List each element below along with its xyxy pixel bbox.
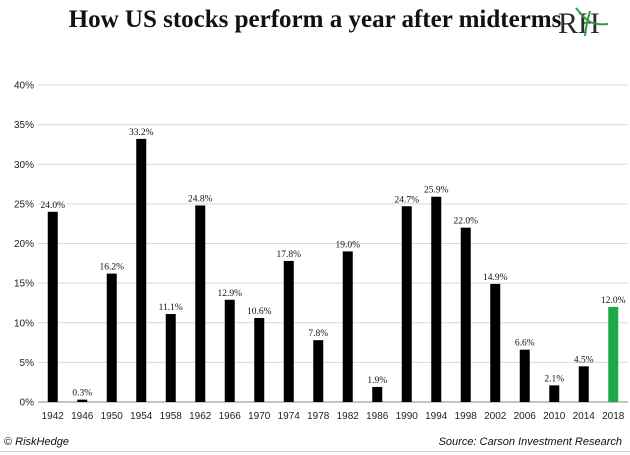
bar-1950 bbox=[106, 273, 117, 402]
bar-1982 bbox=[342, 251, 353, 402]
bar-1978 bbox=[313, 340, 324, 402]
x-tick-label: 1942 bbox=[42, 411, 65, 422]
x-tick-label: 1958 bbox=[160, 411, 183, 422]
data-label-1978: 7.8% bbox=[308, 329, 328, 339]
x-tick-label: 2018 bbox=[602, 411, 625, 422]
bar-2018 bbox=[608, 306, 619, 402]
data-label-1942: 24.0% bbox=[40, 201, 65, 211]
data-label-1974: 17.8% bbox=[276, 250, 301, 260]
x-tick-label: 2014 bbox=[573, 411, 596, 422]
gridlines bbox=[38, 84, 628, 403]
bar-1990 bbox=[401, 206, 412, 402]
x-tick-label: 1970 bbox=[248, 411, 271, 422]
data-label-1946: 0.3% bbox=[72, 389, 92, 399]
data-label-1990: 24.7% bbox=[394, 195, 419, 205]
y-tick-label: 15% bbox=[14, 279, 34, 290]
x-tick-label: 1990 bbox=[396, 411, 419, 422]
bars bbox=[47, 138, 619, 402]
source-note: Source: Carson Investment Research bbox=[438, 436, 622, 448]
x-tick-label: 1998 bbox=[455, 411, 478, 422]
bar-1986 bbox=[372, 386, 383, 402]
data-label-2010: 2.1% bbox=[544, 374, 564, 384]
riskhedge-logo: RH bbox=[558, 7, 609, 40]
x-tick-label: 1946 bbox=[71, 411, 94, 422]
bar-1958 bbox=[165, 314, 176, 402]
x-tick-label: 1954 bbox=[130, 411, 153, 422]
x-tick-label: 1950 bbox=[101, 411, 124, 422]
bar-2010 bbox=[549, 385, 560, 402]
copyright-symbol: © bbox=[4, 436, 13, 448]
x-tick-label: 2010 bbox=[543, 411, 566, 422]
y-tick-label: 25% bbox=[14, 199, 34, 210]
bar-1962 bbox=[195, 205, 206, 402]
data-label-1954: 33.2% bbox=[129, 128, 154, 138]
data-label-1970: 10.6% bbox=[247, 307, 272, 317]
x-tick-label: 1966 bbox=[219, 411, 242, 422]
data-label-1998: 22.0% bbox=[453, 217, 478, 227]
x-tick-label: 2006 bbox=[514, 411, 537, 422]
bar-1994 bbox=[431, 196, 442, 402]
x-tick-label: 1978 bbox=[307, 411, 330, 422]
bar-1942 bbox=[47, 211, 58, 402]
bar-1970 bbox=[254, 317, 265, 402]
data-label-1966: 12.9% bbox=[217, 289, 242, 299]
data-label-1994: 25.9% bbox=[424, 186, 449, 196]
y-tick-label: 0% bbox=[20, 398, 35, 409]
footer-divider bbox=[0, 451, 630, 452]
y-tick-label: 40% bbox=[14, 81, 34, 92]
x-tick-label: 1986 bbox=[366, 411, 389, 422]
data-labels: 24.0% 0.3% 16.2% 33.2% 11.1% 24.8% 12.9% 10.6% 1… bbox=[40, 128, 625, 399]
bar-2014 bbox=[578, 366, 589, 402]
y-tick-label: 5% bbox=[20, 358, 35, 369]
y-tick-label: 30% bbox=[14, 160, 34, 171]
data-label-1962: 24.8% bbox=[188, 194, 213, 204]
bar-1946 bbox=[77, 399, 88, 402]
y-axis-ticks: 0% 5% 10% 15% 20% 25% 30% 35% 40% bbox=[14, 81, 34, 409]
x-axis-ticks: 1942 1946 1950 1954 1958 1962 1966 1970 1974 1978… bbox=[42, 411, 625, 422]
data-label-1986: 1.9% bbox=[367, 376, 387, 386]
y-tick-label: 10% bbox=[14, 318, 34, 329]
bar-1954 bbox=[136, 138, 147, 402]
x-tick-label: 1962 bbox=[189, 411, 212, 422]
data-label-2006: 6.6% bbox=[515, 339, 535, 349]
brand-credit: © RiskHedge bbox=[4, 436, 69, 448]
bar-2002 bbox=[490, 283, 501, 402]
data-label-2002: 14.9% bbox=[483, 273, 508, 283]
x-tick-label: 1974 bbox=[278, 411, 301, 422]
data-label-1950: 16.2% bbox=[99, 263, 124, 273]
data-label-2014: 4.5% bbox=[574, 355, 594, 365]
y-tick-label: 20% bbox=[14, 239, 34, 250]
bar-1998 bbox=[460, 227, 471, 402]
brand-name: RiskHedge bbox=[15, 436, 69, 448]
y-tick-label: 35% bbox=[14, 120, 34, 131]
bar-1974 bbox=[283, 260, 294, 402]
data-label-1958: 11.1% bbox=[159, 303, 183, 313]
bar-2006 bbox=[519, 349, 530, 402]
x-tick-label: 1982 bbox=[337, 411, 360, 422]
x-tick-label: 2002 bbox=[484, 411, 507, 422]
data-label-1982: 19.0% bbox=[335, 240, 360, 250]
data-label-2018: 12.0% bbox=[601, 296, 626, 306]
chart-title: How US stocks perform a year after midte… bbox=[68, 6, 562, 33]
x-tick-label: 1994 bbox=[425, 411, 448, 422]
bar-1966 bbox=[224, 299, 235, 402]
